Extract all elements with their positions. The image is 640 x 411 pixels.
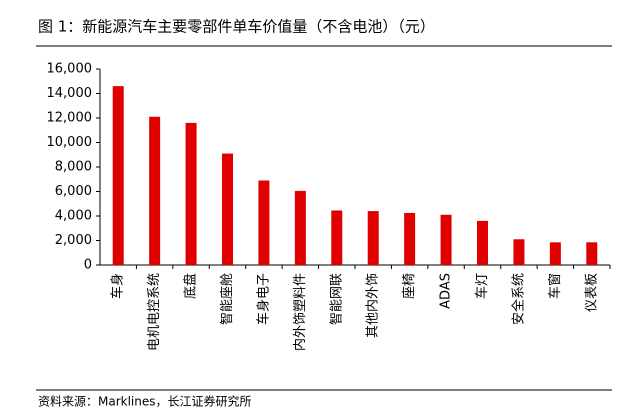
x-tick-label: ADAS <box>439 273 454 309</box>
y-tick-label: 2,000 <box>55 233 92 248</box>
x-tick-label: 车身 <box>110 273 126 299</box>
y-tick-label: 16,000 <box>47 62 93 77</box>
bar <box>549 242 561 265</box>
x-tick-label: 座椅 <box>402 273 417 299</box>
bar <box>331 210 343 265</box>
bar <box>258 180 270 265</box>
y-tick-label: 14,000 <box>47 86 93 101</box>
x-tick-label: 智能座舱 <box>220 273 235 325</box>
chart-title: 图 1：新能源汽车主要零部件单车价值量（不含电池）（元） <box>38 18 435 36</box>
x-tick-label: 车窗 <box>547 273 563 299</box>
y-tick-label: 8,000 <box>55 160 92 175</box>
bar <box>149 116 161 266</box>
x-tick-label: 智能网联 <box>329 273 344 325</box>
source-note: 资料来源：Marklines，长江证券研究所 <box>38 394 252 409</box>
bar <box>222 153 233 265</box>
bar <box>404 212 416 265</box>
bar <box>185 122 197 266</box>
bar <box>367 211 379 265</box>
x-tick-label: 其他内外饰 <box>365 273 381 338</box>
x-tick-label: 内外饰塑料件 <box>292 273 308 351</box>
x-tick-label: 仪表板 <box>584 273 599 312</box>
x-tick-label: 安全系统 <box>510 273 526 325</box>
x-tick-label: 电机电控系统 <box>147 273 162 351</box>
x-tick-label: 车灯 <box>474 273 490 299</box>
x-tick-label: 底盘 <box>183 273 199 299</box>
bar <box>477 220 488 265</box>
y-tick-label: 4,000 <box>55 209 92 224</box>
bar <box>440 214 452 265</box>
y-tick-label: 0 <box>84 258 92 273</box>
y-tick-label: 10,000 <box>47 135 93 150</box>
bar <box>294 190 306 265</box>
x-tick-label: 车身电子 <box>255 273 271 325</box>
bar <box>513 239 525 265</box>
bar <box>112 86 124 266</box>
y-tick-label: 12,000 <box>47 111 93 126</box>
y-tick-label: 6,000 <box>55 184 92 199</box>
bar <box>586 242 598 265</box>
